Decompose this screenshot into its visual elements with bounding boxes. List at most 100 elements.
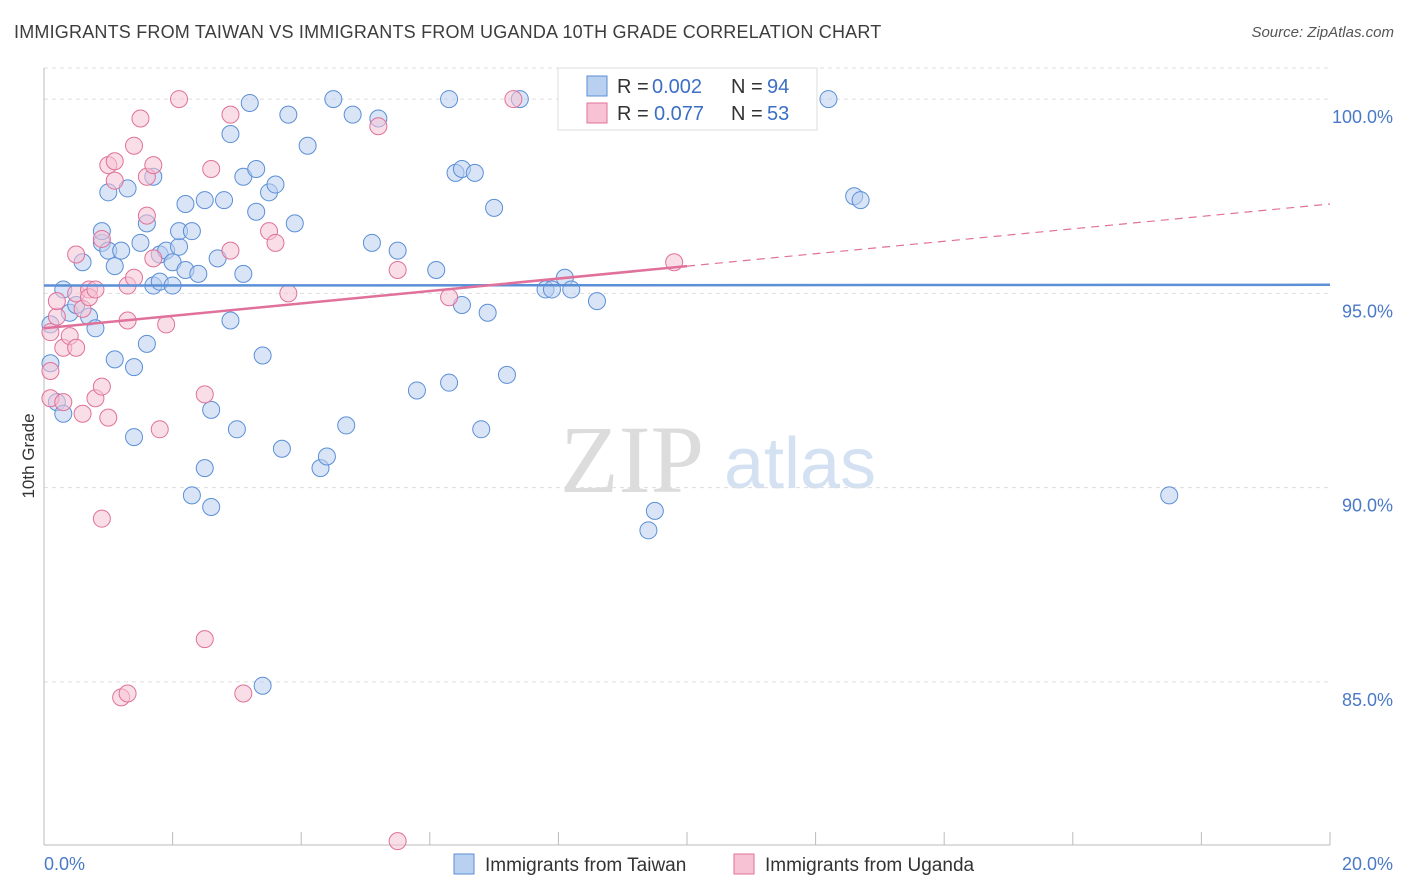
legend-n-label-uganda: N = <box>731 103 763 125</box>
point-uganda <box>125 268 144 287</box>
point-uganda <box>137 206 156 225</box>
trend-line-taiwan <box>43 283 1331 287</box>
point-uganda <box>144 249 163 268</box>
bottom-legend-label-uganda: Immigrants from Uganda <box>765 855 975 876</box>
point-uganda <box>47 307 66 326</box>
point-taiwan <box>195 459 214 478</box>
point-uganda <box>125 136 144 155</box>
point-taiwan <box>215 191 234 210</box>
watermark-atlas: atlas <box>724 424 876 504</box>
chart-title: IMMIGRANTS FROM TAIWAN VS IMMIGRANTS FRO… <box>14 22 882 42</box>
point-uganda <box>388 832 407 851</box>
legend-r-value-taiwan: 0.002 <box>652 76 702 98</box>
point-taiwan <box>182 222 201 241</box>
y-tick-label: 90.0% <box>1342 496 1393 516</box>
legend-r-label-taiwan: R = <box>617 76 649 98</box>
point-taiwan <box>317 447 336 466</box>
point-uganda <box>99 408 118 427</box>
series-taiwan-points <box>41 90 1179 695</box>
x-tick-label-min: 0.0% <box>44 854 85 874</box>
point-taiwan <box>131 233 150 252</box>
point-taiwan <box>227 420 246 439</box>
point-taiwan <box>440 90 459 109</box>
y-tick-label: 100.0% <box>1332 107 1393 127</box>
trend-line-uganda-projected <box>686 203 1331 267</box>
point-taiwan <box>440 373 459 392</box>
point-taiwan <box>125 428 144 447</box>
point-taiwan <box>137 334 156 353</box>
point-taiwan <box>182 486 201 505</box>
point-uganda <box>86 280 105 299</box>
point-uganda <box>234 684 253 703</box>
point-uganda <box>170 90 189 109</box>
point-taiwan <box>112 241 131 260</box>
point-uganda <box>118 684 137 703</box>
point-taiwan <box>343 105 362 124</box>
trend-lines <box>43 203 1331 330</box>
legend-r-value-uganda: 0.077 <box>654 103 704 125</box>
point-uganda <box>92 377 111 396</box>
point-taiwan <box>176 194 195 213</box>
bottom-legend-swatch-taiwan <box>453 853 475 875</box>
point-taiwan <box>253 676 272 695</box>
point-uganda <box>47 292 66 311</box>
point-uganda <box>221 241 240 260</box>
point-uganda <box>202 160 221 179</box>
point-uganda <box>157 315 176 334</box>
point-uganda <box>105 152 124 171</box>
point-taiwan <box>221 125 240 144</box>
point-taiwan <box>472 420 491 439</box>
point-taiwan <box>298 136 317 155</box>
point-uganda <box>150 420 169 439</box>
point-uganda <box>195 630 214 649</box>
point-taiwan <box>202 498 221 517</box>
y-tick-labels: 85.0% 90.0% 95.0% 100.0% <box>1332 107 1393 710</box>
point-taiwan <box>497 365 516 384</box>
point-taiwan <box>279 105 298 124</box>
point-taiwan <box>195 191 214 210</box>
point-taiwan <box>562 280 581 299</box>
point-taiwan <box>587 292 606 311</box>
point-taiwan <box>105 350 124 369</box>
stats-legend: R = 0.002 N = 94 R = 0.077 N = 53 <box>557 67 818 131</box>
point-uganda <box>144 156 163 175</box>
point-taiwan <box>170 237 189 256</box>
bottom-legend-label-taiwan: Immigrants from Taiwan <box>485 855 686 876</box>
point-taiwan <box>407 381 426 400</box>
trend-line-uganda <box>43 264 688 330</box>
point-uganda <box>73 404 92 423</box>
point-taiwan <box>285 214 304 233</box>
legend-n-value-uganda: 53 <box>767 103 789 125</box>
point-uganda <box>105 171 124 190</box>
point-taiwan <box>1160 486 1179 505</box>
point-uganda <box>92 509 111 528</box>
x-tick-marks <box>43 832 1331 845</box>
source-credit: Source: ZipAtlas.com <box>1251 24 1394 41</box>
point-uganda <box>41 362 60 381</box>
point-uganda <box>67 338 86 357</box>
point-uganda <box>92 229 111 248</box>
point-taiwan <box>125 358 144 377</box>
point-taiwan <box>253 346 272 365</box>
point-taiwan <box>362 233 381 252</box>
point-uganda <box>504 90 523 109</box>
legend-r-label-uganda: R = <box>617 103 649 125</box>
point-uganda <box>221 105 240 124</box>
watermark-zip: ZIP <box>560 406 704 513</box>
point-taiwan <box>247 160 266 179</box>
point-uganda <box>369 117 388 136</box>
series-uganda-points <box>41 90 684 851</box>
point-taiwan <box>851 191 870 210</box>
point-taiwan <box>324 90 343 109</box>
point-taiwan <box>819 90 838 109</box>
point-taiwan <box>240 93 259 112</box>
point-uganda <box>54 393 73 412</box>
point-taiwan <box>639 521 658 540</box>
point-taiwan <box>427 261 446 280</box>
point-taiwan <box>221 311 240 330</box>
point-taiwan <box>485 198 504 217</box>
point-uganda <box>67 245 86 264</box>
point-uganda <box>440 288 459 307</box>
point-taiwan <box>105 257 124 276</box>
